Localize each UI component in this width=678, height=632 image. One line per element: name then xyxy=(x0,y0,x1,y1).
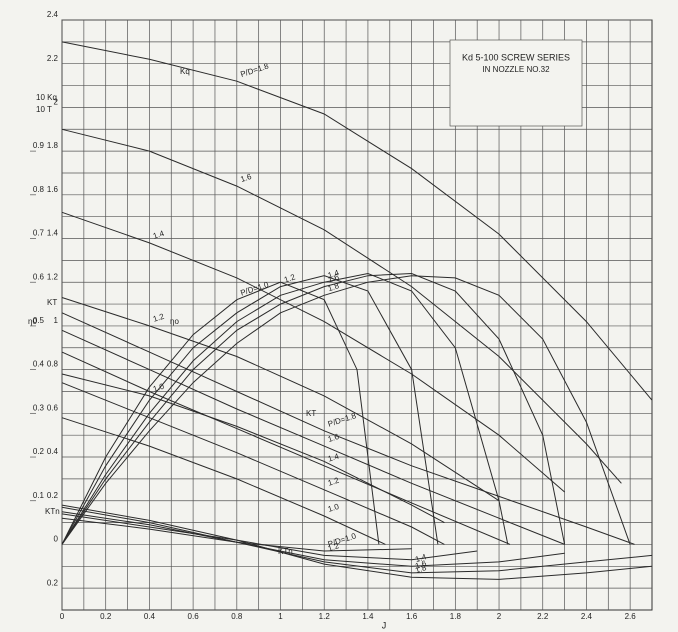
curves: P/D=1.81.61.41.21.0P/D=1.01.2 1.41.61.8P/… xyxy=(61,41,653,580)
curve-label: 1.6 xyxy=(327,272,341,284)
x-tick-label: 1.2 xyxy=(319,612,331,621)
axis-label: KT xyxy=(47,298,57,307)
curve xyxy=(61,506,653,574)
y2-tick-label: 0.5 xyxy=(33,316,45,325)
group-label: Kq xyxy=(180,67,190,76)
curve xyxy=(61,513,478,561)
x-tick-label: 0.6 xyxy=(188,612,200,621)
curve xyxy=(61,211,565,493)
curve xyxy=(61,41,653,401)
x-tick-label: 0 xyxy=(60,612,65,621)
y-tick-label: 0 xyxy=(54,535,59,544)
y2-tick-label: 0.3 xyxy=(33,403,45,412)
x-tick-label: 2.2 xyxy=(537,612,549,621)
x-tick-label: 2.4 xyxy=(581,612,593,621)
curve-label: 1.2 xyxy=(152,312,166,324)
curve xyxy=(61,275,439,545)
curve-label: 1.2 xyxy=(327,541,341,553)
y2-tick-label: 0.1 xyxy=(33,491,45,500)
curve xyxy=(61,128,622,484)
y-tick-label: 2.4 xyxy=(47,10,59,19)
chart-title: Kd 5-100 SCREW SERIES xyxy=(462,52,570,62)
x-tick-label: 0.4 xyxy=(144,612,156,621)
curve xyxy=(61,417,386,545)
axis-label: KTn xyxy=(45,507,60,516)
chart-subtitle: IN NOZZLE NO.32 xyxy=(482,65,550,74)
curve-label: 1.0 xyxy=(327,502,341,514)
y-tick-label: 1.8 xyxy=(47,141,59,150)
curve xyxy=(61,382,445,545)
x-tick-label: 1 xyxy=(278,612,283,621)
curve-label: 1.6 xyxy=(414,559,428,571)
y-tick-label: 1.6 xyxy=(47,185,59,194)
x-tick-label: 0.8 xyxy=(231,612,243,621)
group-label: KT xyxy=(306,409,316,418)
curve xyxy=(61,272,566,545)
curve-label: 1.2 xyxy=(327,476,341,488)
y-tick-label: 0.4 xyxy=(47,447,59,456)
curve-label: 1.6 xyxy=(327,432,341,444)
group-label: ηo xyxy=(170,317,179,326)
x-tick-label: 1.6 xyxy=(406,612,418,621)
group-label: KTn xyxy=(278,547,293,556)
x-axis-label: J xyxy=(382,620,387,630)
y2-tick-label: 0.4 xyxy=(33,360,45,369)
y-tick-label: 1 xyxy=(54,316,59,325)
x-tick-label: 2 xyxy=(497,612,502,621)
y2-tick-label: 0.7 xyxy=(33,229,45,238)
curve xyxy=(61,275,631,545)
x-tick-label: 1.8 xyxy=(450,612,462,621)
curve xyxy=(61,504,653,580)
curve xyxy=(61,312,635,545)
curve-label: 1.8 xyxy=(414,563,428,575)
curve xyxy=(61,373,445,524)
curve xyxy=(61,281,380,545)
curve-label: 1.4 xyxy=(327,452,341,464)
curve-label: 1.6 xyxy=(239,172,253,184)
y-tick-label: 1.4 xyxy=(47,229,59,238)
axis-label: 10 Kq xyxy=(36,93,57,102)
x-tick-label: 2.6 xyxy=(625,612,637,621)
y2-tick-label: 0.9 xyxy=(33,141,45,150)
x-tick-label: 1.4 xyxy=(362,612,374,621)
curve-label: 1.2 xyxy=(283,272,297,284)
axis-label: 10 T xyxy=(36,105,52,114)
curve xyxy=(61,351,511,545)
y2-tick-label: 0.6 xyxy=(33,272,45,281)
curve-label: 1.4 xyxy=(152,229,166,241)
curve-label: 1.8 xyxy=(327,281,341,293)
y-tick-label: 2 xyxy=(54,98,59,107)
x-tick-label: 0.2 xyxy=(100,612,112,621)
curve xyxy=(61,297,500,502)
y-tick-label: 1.2 xyxy=(47,272,59,281)
curve xyxy=(61,329,565,545)
title-box xyxy=(449,39,583,127)
curve-label: 1.4 xyxy=(414,552,428,564)
y2-tick-label: 0.8 xyxy=(33,185,45,194)
axis-label: η0 xyxy=(28,317,37,326)
curve xyxy=(61,272,509,545)
y-tick-label: 0.6 xyxy=(47,403,59,412)
y-tick-label: 0.2 xyxy=(47,491,59,500)
y-tick-label: 0.2 xyxy=(47,578,59,587)
y-tick-label: 0.8 xyxy=(47,360,59,369)
curve xyxy=(61,511,565,567)
curve-label: 1.4 xyxy=(327,268,341,280)
y-tick-label: 2.2 xyxy=(47,54,59,63)
y2-tick-label: 0.2 xyxy=(33,447,45,456)
